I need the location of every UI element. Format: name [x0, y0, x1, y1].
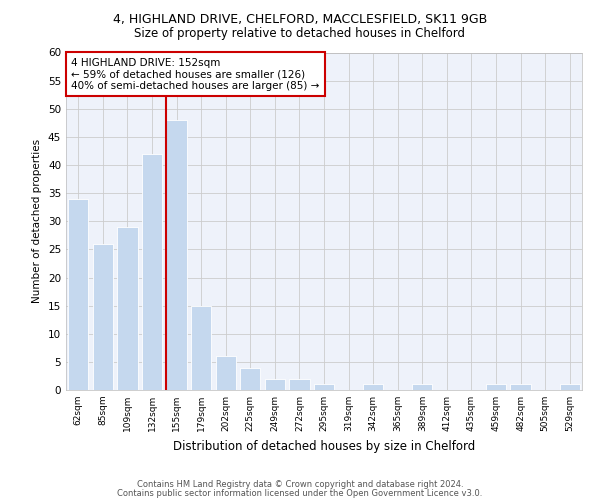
- Text: 4 HIGHLAND DRIVE: 152sqm
← 59% of detached houses are smaller (126)
40% of semi-: 4 HIGHLAND DRIVE: 152sqm ← 59% of detach…: [71, 58, 320, 91]
- Bar: [240, 368, 260, 390]
- Bar: [511, 384, 530, 390]
- X-axis label: Distribution of detached houses by size in Chelford: Distribution of detached houses by size …: [173, 440, 475, 452]
- Bar: [118, 227, 137, 390]
- Bar: [486, 384, 506, 390]
- Text: Contains HM Land Registry data © Crown copyright and database right 2024.: Contains HM Land Registry data © Crown c…: [137, 480, 463, 489]
- Bar: [314, 384, 334, 390]
- Bar: [215, 356, 236, 390]
- Bar: [166, 120, 187, 390]
- Text: Contains public sector information licensed under the Open Government Licence v3: Contains public sector information licen…: [118, 489, 482, 498]
- Bar: [412, 384, 433, 390]
- Bar: [68, 198, 88, 390]
- Text: 4, HIGHLAND DRIVE, CHELFORD, MACCLESFIELD, SK11 9GB: 4, HIGHLAND DRIVE, CHELFORD, MACCLESFIEL…: [113, 12, 487, 26]
- Bar: [93, 244, 113, 390]
- Bar: [191, 306, 211, 390]
- Bar: [142, 154, 162, 390]
- Bar: [363, 384, 383, 390]
- Bar: [289, 379, 310, 390]
- Bar: [265, 379, 285, 390]
- Y-axis label: Number of detached properties: Number of detached properties: [32, 139, 43, 304]
- Bar: [560, 384, 580, 390]
- Text: Size of property relative to detached houses in Chelford: Size of property relative to detached ho…: [134, 28, 466, 40]
